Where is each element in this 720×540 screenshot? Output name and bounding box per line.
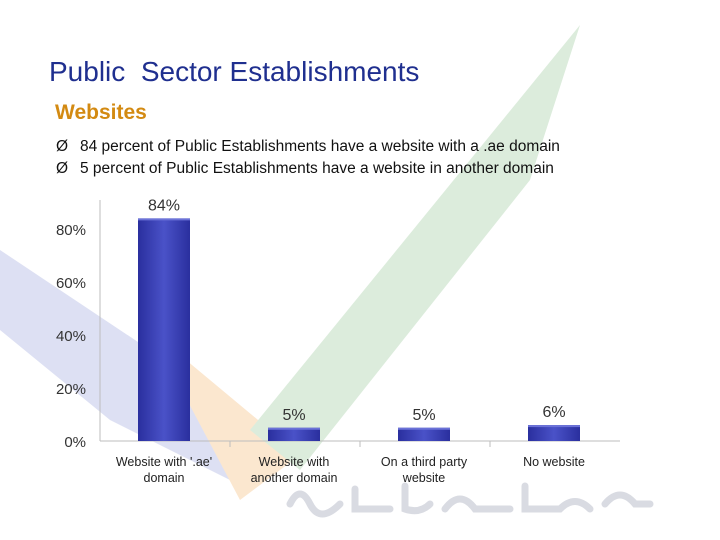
bullet-text: 84 percent of Public Establishments have…	[80, 138, 560, 155]
bar	[268, 427, 320, 441]
bullet-item: Ø 5 percent of Public Establishments have…	[56, 158, 560, 180]
green-swoosh-shape	[250, 25, 580, 470]
bar	[398, 427, 450, 441]
category-label: domain	[144, 471, 185, 485]
category-label: Website with '.ae'	[116, 455, 212, 469]
data-label: 5%	[412, 407, 435, 424]
data-label: 5%	[282, 407, 305, 424]
y-tick-label: 40%	[56, 328, 86, 345]
y-tick-label: 0%	[64, 434, 86, 451]
bullet-item: Ø 84 percent of Public Establishments hav…	[56, 136, 560, 158]
data-label: 6%	[542, 404, 565, 421]
y-tick-label: 20%	[56, 381, 86, 398]
category-label: Website with	[259, 455, 330, 469]
category-label: No website	[523, 455, 585, 469]
arrow-bullet-icon: Ø	[56, 138, 69, 155]
arrow-bullet-icon: Ø	[56, 160, 69, 177]
y-tick-label: 60%	[56, 275, 86, 292]
arabic-logo-watermark	[286, 482, 654, 518]
bullet-text: 5 percent of Public Establishments have …	[80, 160, 554, 177]
bar-top-edge	[398, 427, 450, 430]
data-label: 84%	[148, 197, 180, 214]
bar	[528, 425, 580, 441]
category-label: another domain	[251, 471, 338, 485]
bar-chart: 0% 20% 40% 60% 80% 84% Website with '.ae' domai…	[56, 197, 620, 485]
bar	[138, 218, 190, 441]
category-label: website	[402, 471, 445, 485]
bullet-list: Ø 84 percent of Public Establishments hav…	[56, 136, 560, 180]
bar-top-edge	[268, 427, 320, 430]
slide-subtitle: Websites	[55, 101, 147, 124]
bar-top-edge	[528, 425, 580, 428]
category-label: On a third party	[381, 455, 468, 469]
bar-top-edge	[138, 218, 190, 221]
y-tick-label: 80%	[56, 222, 86, 239]
slide-title: Public Sector Establishments	[49, 56, 420, 87]
